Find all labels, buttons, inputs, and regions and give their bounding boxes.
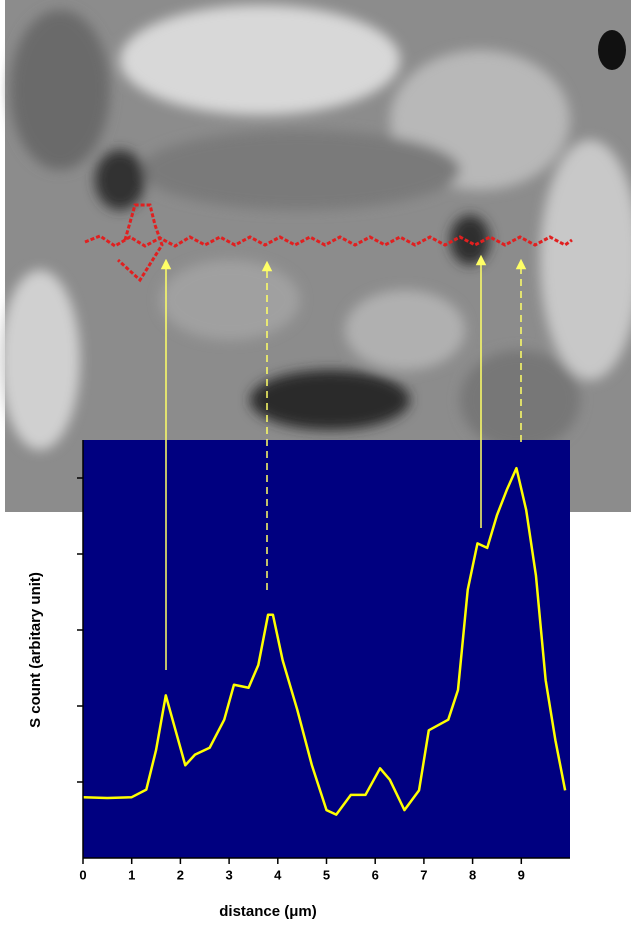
plot-area: 0 1 2 3 4 5 6 7 8 9 (77, 440, 570, 882)
plot-background (83, 440, 570, 858)
x-tick-label: 9 (518, 867, 525, 882)
x-tick-label: 0 (79, 867, 86, 882)
x-tick-label: 7 (420, 867, 427, 882)
x-tick-label: 5 (323, 867, 330, 882)
x-tick-label: 8 (469, 867, 476, 882)
micrograph (0, 0, 631, 512)
figure: 0 1 2 3 4 5 6 7 8 9 distance (μm) S count (arbita… (0, 0, 631, 927)
y-axis-title: S count (arbitary unit) (27, 572, 44, 728)
x-tick-label: 1 (128, 867, 135, 882)
x-tick-label: 3 (225, 867, 232, 882)
x-axis-title: distance (μm) (219, 903, 317, 920)
x-tick-label: 4 (274, 867, 282, 882)
x-tick-label: 6 (372, 867, 379, 882)
x-tick-label: 2 (177, 867, 184, 882)
